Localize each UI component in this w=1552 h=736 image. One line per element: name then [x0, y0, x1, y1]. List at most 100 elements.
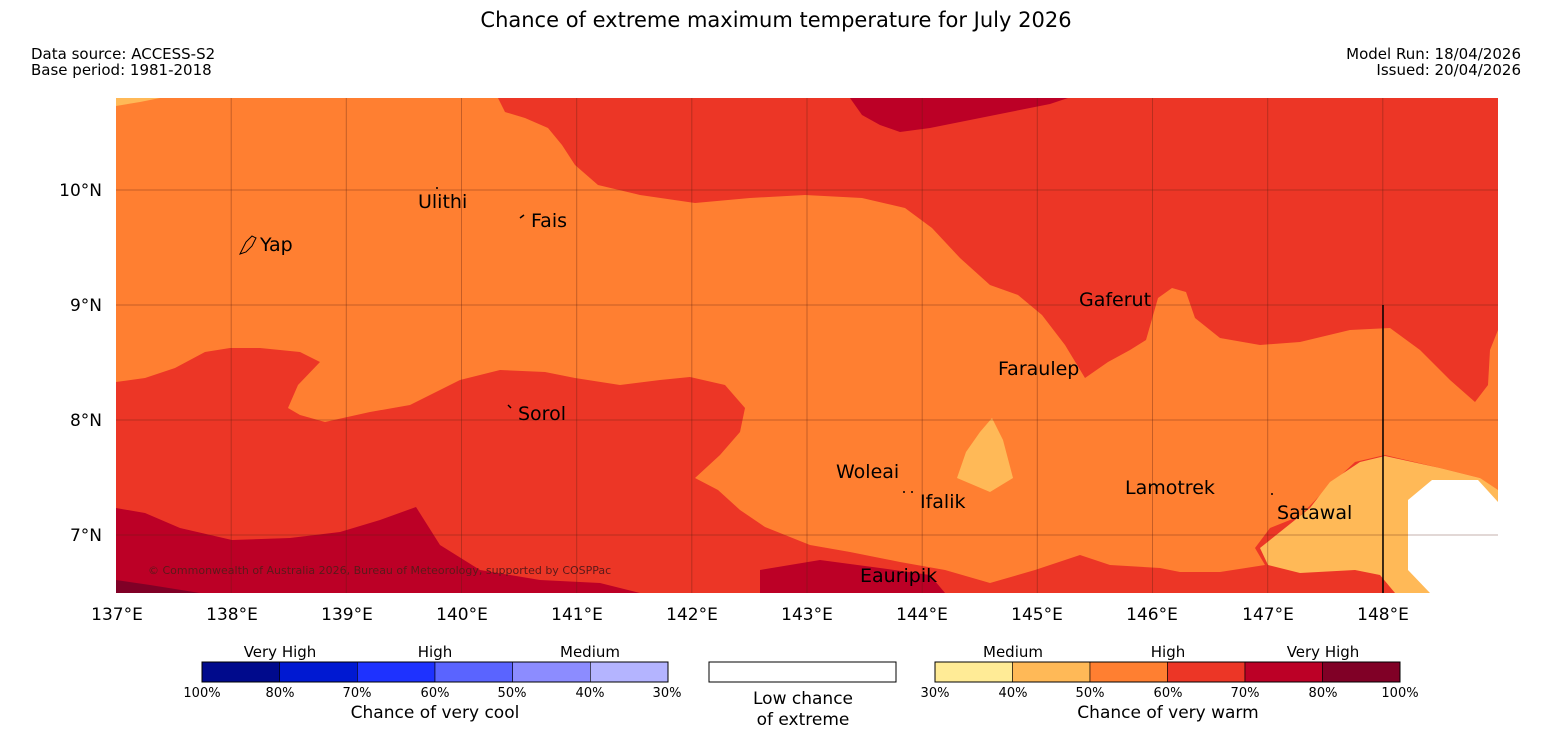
lon-label: 144°E: [896, 605, 948, 625]
fais-island: [519, 214, 525, 219]
satawal-island: [1271, 493, 1273, 495]
legend-warm-pct: 60%: [1154, 686, 1183, 701]
ifalik-island-1: [903, 491, 905, 493]
legend-cool-pct: 70%: [343, 686, 372, 701]
region-50-60: [116, 98, 1498, 583]
place-ulithi: Ulithi: [418, 191, 467, 213]
legend-warm-pct: 30%: [921, 686, 950, 701]
legend-low-line1: Low chance: [753, 689, 853, 709]
lon-label: 138°E: [206, 605, 258, 625]
model-run: Model Run: 18/04/2026: [1346, 45, 1521, 63]
legend-cool-pct: 80%: [266, 686, 295, 701]
region-40-50-nw: [116, 98, 160, 106]
lat-label: 7°N: [70, 526, 102, 546]
region-low-chance: [1408, 480, 1498, 593]
place-yap: Yap: [259, 234, 293, 256]
legend-warm-swatch: [934, 661, 1013, 683]
legend-warm-title: Chance of very warm: [1077, 703, 1258, 723]
data-source: Data source: ACCESS-S2: [31, 45, 216, 63]
gridlines: [116, 98, 1498, 593]
lat-label: 9°N: [70, 296, 102, 316]
legend-cool-pct: 30%: [653, 686, 682, 701]
legend-cool-pct: 100%: [183, 686, 220, 701]
place-eauripik: Eauripik: [860, 565, 937, 587]
legend-warm-swatch: [1167, 661, 1246, 683]
lon-label: 146°E: [1126, 605, 1178, 625]
legend-low-line2: of extreme: [757, 710, 850, 730]
lon-label: 142°E: [666, 605, 718, 625]
region-40-50-centre: [957, 418, 1013, 492]
lon-axis: 137°E 138°E 139°E 140°E 141°E 142°E 143°…: [91, 605, 1409, 625]
legend-cool-cat: High: [418, 643, 452, 661]
place-faraulep: Faraulep: [998, 358, 1079, 380]
legend-cool-cat: Medium: [560, 643, 620, 661]
region-70-80-south: [760, 560, 945, 593]
issued-date: Issued: 20/04/2026: [1376, 61, 1521, 79]
yap-island: [239, 235, 257, 255]
legend-low-swatch: [708, 661, 897, 683]
legend-cool-swatch: [201, 661, 280, 683]
legend-cool-swatch: [512, 661, 591, 683]
legend-warm-swatch: [1244, 661, 1323, 683]
legend-cool-swatch: [590, 661, 669, 683]
copyright-notice: © Commonwealth of Australia 2026, Bureau…: [148, 564, 611, 577]
legend-cool-swatches: [201, 661, 669, 683]
legend-cool-cat: Very High: [244, 643, 317, 661]
base-period: Base period: 1981-2018: [31, 61, 212, 79]
legend-cool-swatch: [279, 661, 358, 683]
legend-cool: Very High High Medium 100% 80% 70% 60% 5…: [183, 643, 681, 723]
legend-warm-swatches: [934, 661, 1401, 683]
legend-cool-pct: 40%: [576, 686, 605, 701]
legend-warm-cat: Very High: [1287, 643, 1360, 661]
lon-label: 148°E: [1357, 605, 1409, 625]
legend-cool-border: [201, 661, 669, 683]
lon-label: 140°E: [436, 605, 488, 625]
chart-title: Chance of extreme maximum temperature fo…: [480, 8, 1072, 32]
ifalik-island-2: [911, 491, 913, 493]
place-ifalik: Ifalik: [920, 491, 966, 513]
legend-cool-pct: 50%: [498, 686, 527, 701]
lat-label: 8°N: [70, 411, 102, 431]
region-70-80-north: [850, 98, 1068, 132]
legend-warm-border: [934, 661, 1401, 683]
meta-left: Data source: ACCESS-S2 Base period: 1981…: [31, 46, 215, 78]
lon-label: 145°E: [1011, 605, 1063, 625]
legend-warm-swatch: [1012, 661, 1091, 683]
legend-warm-cat: Medium: [983, 643, 1043, 661]
lon-label: 139°E: [321, 605, 373, 625]
place-woleai: Woleai: [836, 461, 899, 483]
sorol-island: [507, 404, 512, 409]
region-60-70-se: [1180, 572, 1240, 593]
legend-warm-swatch: [1322, 661, 1401, 683]
lat-label: 10°N: [59, 181, 102, 201]
legend-warm-pct: 50%: [1076, 686, 1105, 701]
legend-warm-pct: 40%: [999, 686, 1028, 701]
legend-warm-swatch: [1089, 661, 1168, 683]
meta-right: Model Run: 18/04/2026 Issued: 20/04/2026: [1346, 46, 1521, 78]
ulithi-island: [436, 187, 438, 189]
place-satawal: Satawal: [1277, 502, 1352, 524]
legend-cool-swatch: [434, 661, 513, 683]
place-lamotrek: Lamotrek: [1125, 477, 1215, 499]
lon-label: 143°E: [781, 605, 833, 625]
region-70-80-sw: [116, 507, 640, 593]
lat-axis: 10°N 9°N 8°N 7°N: [59, 181, 102, 546]
legend-low: Low chance of extreme: [708, 661, 897, 730]
legend-cool-title: Chance of very cool: [351, 703, 520, 723]
legend-warm-pct: 70%: [1231, 686, 1260, 701]
place-fais: Fais: [531, 210, 567, 232]
legend-warm-cat: High: [1151, 643, 1185, 661]
map-area: Ulithi Fais Yap Gaferut Faraulep Sorol W…: [116, 98, 1498, 593]
place-sorol: Sorol: [518, 403, 566, 425]
legend-warm: Medium High Very High 30% 40% 50% 60% 70…: [921, 643, 1419, 723]
lon-label: 141°E: [551, 605, 603, 625]
region-80-100-sw: [116, 580, 200, 593]
lon-label: 147°E: [1242, 605, 1294, 625]
lon-label: 137°E: [91, 605, 143, 625]
legend-cool-swatch: [357, 661, 436, 683]
place-gaferut: Gaferut: [1079, 289, 1151, 311]
legend-cool-pct: 60%: [421, 686, 450, 701]
legend-warm-pct: 100%: [1381, 686, 1418, 701]
legend-warm-pct: 80%: [1309, 686, 1338, 701]
